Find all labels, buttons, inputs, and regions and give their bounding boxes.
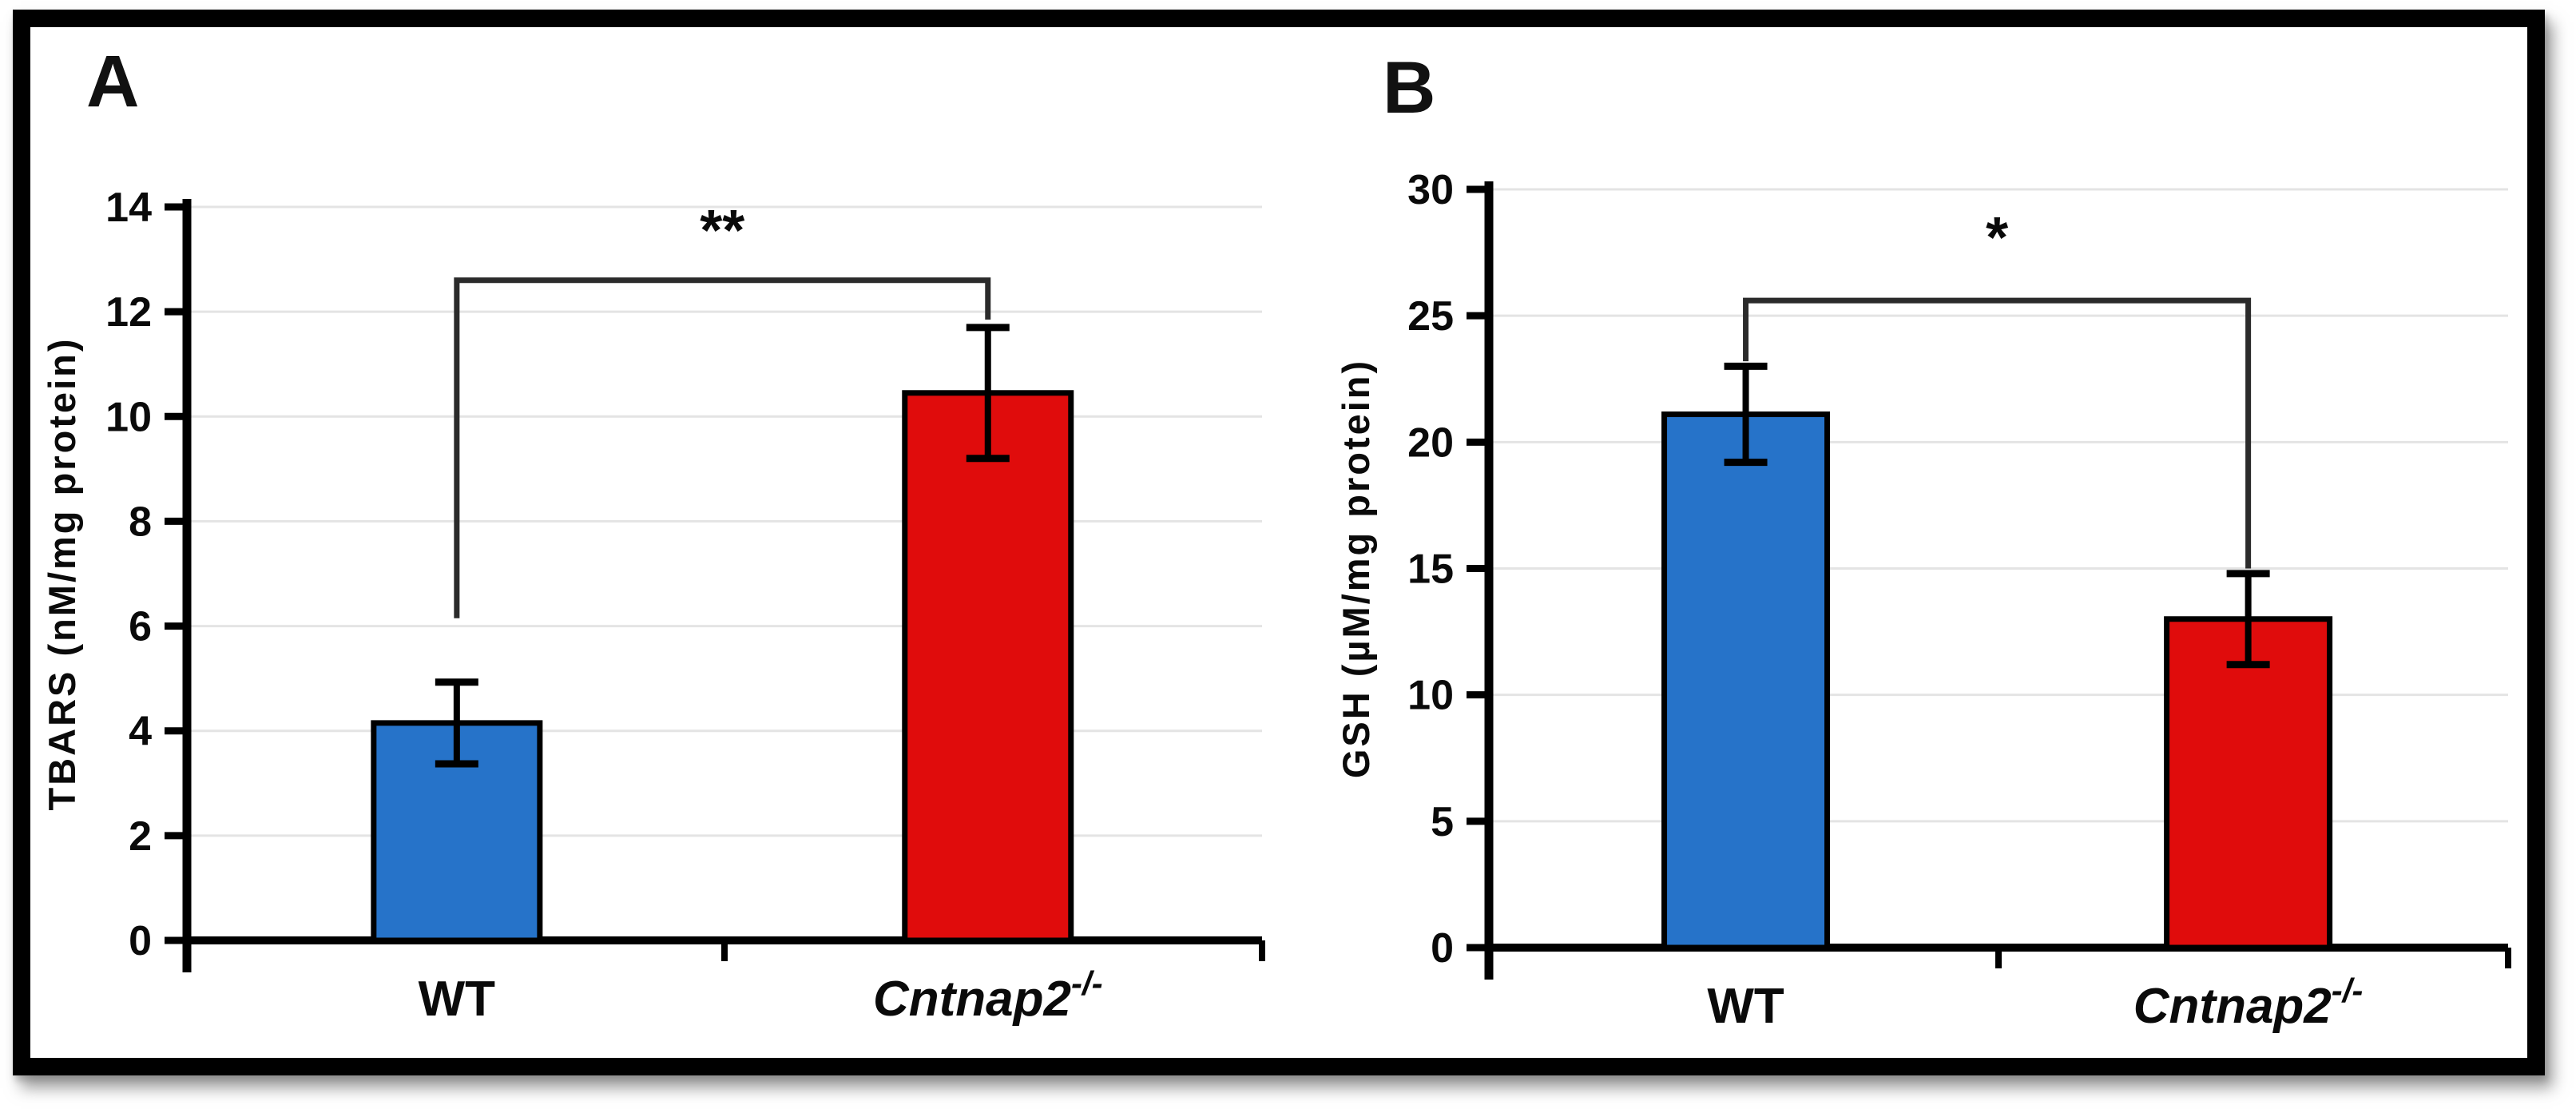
y-tick-label: 0 xyxy=(1431,925,1454,972)
y-tick-label: 30 xyxy=(1407,167,1454,213)
category-label: Cntnap2-/- xyxy=(2133,972,2364,1034)
significance-label: * xyxy=(1986,206,2008,270)
significance-bracket xyxy=(1743,297,2252,569)
bar-cntnap2 xyxy=(902,390,1074,944)
category-label: WT xyxy=(419,972,496,1027)
figure-frame: A B 0 2 4 6 8 10 12 14 TBARS (nM/mg protein) WT Cn… xyxy=(13,10,2545,1075)
bar-cntnap2 xyxy=(2164,616,2333,951)
chart-a-tbars: 0 2 4 6 8 10 12 14 TBARS (nM/mg protein) WT Cntnap… xyxy=(41,185,1265,1027)
y-tick-label: 25 xyxy=(1407,293,1454,340)
significance-label: ** xyxy=(700,199,744,263)
y-tick-label: 15 xyxy=(1407,547,1454,593)
category-label: Cntnap2-/- xyxy=(873,964,1103,1027)
y-tick-label: 12 xyxy=(105,289,152,336)
panel-b-label: B xyxy=(1383,47,1436,129)
y-tick-label: 10 xyxy=(1407,673,1454,719)
y-tick-label: 14 xyxy=(105,185,152,231)
panel-a-label: A xyxy=(86,41,140,122)
y-axis-title: GSH (µM/mg protein) xyxy=(1335,359,1377,778)
chart-b-gsh: 0 5 10 15 20 25 30 GSH (µM/mg protein) WT Cntnap2… xyxy=(1335,167,2511,1034)
y-tick-label: 8 xyxy=(129,499,152,545)
y-tick-label: 6 xyxy=(129,604,152,650)
y-tick-label: 5 xyxy=(1431,799,1454,845)
y-tick-label: 20 xyxy=(1407,419,1454,466)
y-tick-label: 10 xyxy=(105,394,152,440)
category-label: WT xyxy=(1707,979,1784,1034)
y-tick-label: 4 xyxy=(129,709,152,755)
y-axis-title: TBARS (nM/mg protein) xyxy=(41,337,83,811)
y-tick-label: 0 xyxy=(129,918,152,964)
significance-bracket xyxy=(454,277,991,618)
y-tick-label: 2 xyxy=(129,813,152,860)
bar-wt xyxy=(1661,411,1831,951)
